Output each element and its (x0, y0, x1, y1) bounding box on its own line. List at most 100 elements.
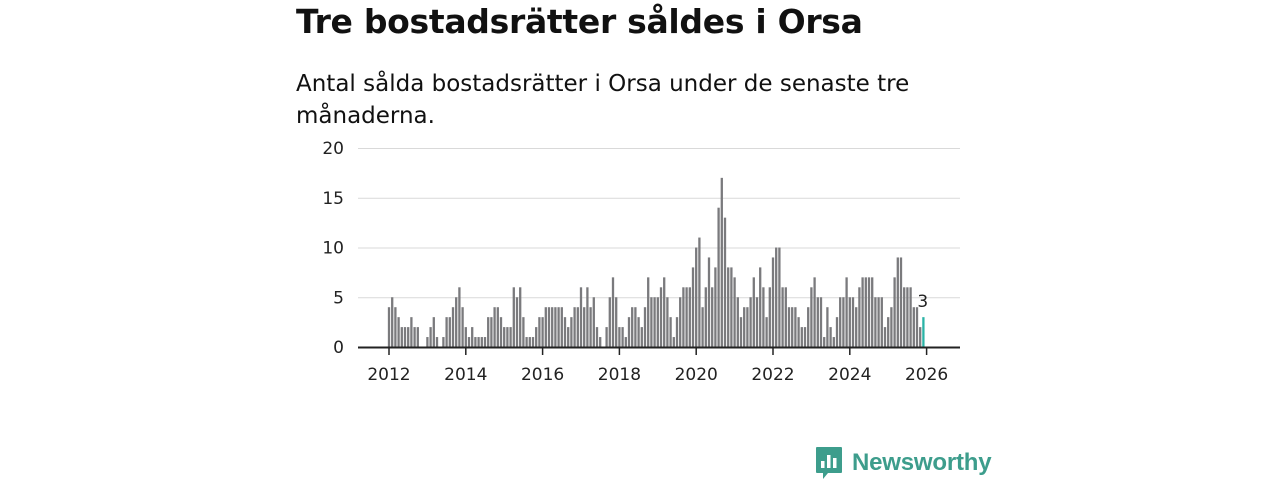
bar (711, 287, 714, 347)
bar (640, 327, 643, 347)
bar (765, 317, 768, 347)
bar (451, 307, 455, 347)
bar (570, 317, 573, 347)
x-tick-label: 2024 (828, 365, 871, 385)
bar (573, 307, 576, 347)
bar (547, 307, 551, 347)
bar (666, 297, 669, 347)
bar (899, 257, 903, 347)
bar (883, 327, 887, 347)
last-value-label: 3 (917, 292, 928, 312)
bar (480, 337, 483, 347)
bar (749, 297, 752, 347)
bar (707, 257, 711, 347)
bar (826, 307, 829, 347)
bar (752, 277, 755, 347)
bar (586, 287, 589, 347)
bar (829, 327, 832, 347)
bar (387, 307, 391, 347)
bar (714, 267, 717, 347)
bar (589, 307, 592, 347)
bar (845, 277, 848, 347)
bar (525, 337, 528, 347)
bar (915, 307, 919, 347)
x-tick-label: 2020 (675, 365, 718, 385)
bar (819, 297, 823, 347)
bar (576, 307, 579, 347)
bar (394, 307, 397, 347)
bar (621, 327, 624, 347)
bar (797, 317, 800, 347)
bar (515, 297, 519, 347)
bar (442, 337, 445, 347)
y-tick-label: 20 (322, 139, 344, 159)
y-axis-ticks: 0 5 10 15 20 (322, 139, 344, 358)
bar (835, 317, 839, 347)
bar (896, 257, 899, 347)
bar (755, 297, 759, 347)
bar (541, 317, 544, 347)
bar (781, 287, 784, 347)
bar (701, 307, 704, 347)
bar (887, 317, 890, 347)
bar (509, 327, 512, 347)
bar (787, 307, 791, 347)
bar (906, 287, 909, 347)
y-tick-label: 0 (333, 338, 344, 358)
bar (739, 317, 743, 347)
bar (672, 337, 675, 347)
bar (579, 287, 583, 347)
bar (487, 317, 490, 347)
bar (554, 307, 557, 347)
x-tick-label: 2022 (751, 365, 794, 385)
bar (823, 337, 826, 347)
bar (864, 277, 867, 347)
bar (650, 297, 653, 347)
bar (810, 287, 813, 347)
bar (858, 287, 861, 347)
bar (471, 327, 474, 347)
bar (413, 327, 416, 347)
bar (528, 337, 531, 347)
bar (407, 327, 410, 347)
bar (669, 317, 672, 347)
bar (464, 327, 467, 347)
y-tick-label: 10 (322, 239, 344, 259)
bar (682, 287, 685, 347)
bar (474, 337, 477, 347)
bar (880, 297, 883, 347)
bar (723, 217, 727, 347)
bar (877, 297, 880, 347)
bar (391, 297, 394, 347)
bar (771, 257, 775, 347)
bar (490, 317, 493, 347)
bar (791, 307, 794, 347)
bar (503, 327, 506, 347)
bar (634, 307, 637, 347)
bar (842, 297, 845, 347)
bar (416, 327, 419, 347)
bar (647, 277, 650, 347)
bar (717, 207, 720, 347)
bar (743, 307, 746, 347)
bar (803, 327, 807, 347)
chart-subtitle: Antal sålda bostadsrätter i Orsa under d… (296, 71, 910, 129)
bar (461, 307, 464, 347)
bar (531, 337, 535, 347)
bar (909, 287, 912, 347)
bar (813, 277, 816, 347)
bar (544, 307, 547, 347)
bar (455, 297, 458, 347)
bar (733, 277, 736, 347)
bar (704, 287, 707, 347)
bar (768, 287, 771, 347)
newsworthy-logo[interactable]: Newsworthy (815, 446, 992, 480)
bars (387, 177, 925, 347)
bar (861, 277, 864, 347)
bar (903, 287, 906, 347)
bar (618, 327, 621, 347)
bar (512, 287, 515, 347)
bar (890, 307, 893, 347)
y-tick-label: 5 (333, 288, 344, 308)
bar (695, 247, 698, 347)
